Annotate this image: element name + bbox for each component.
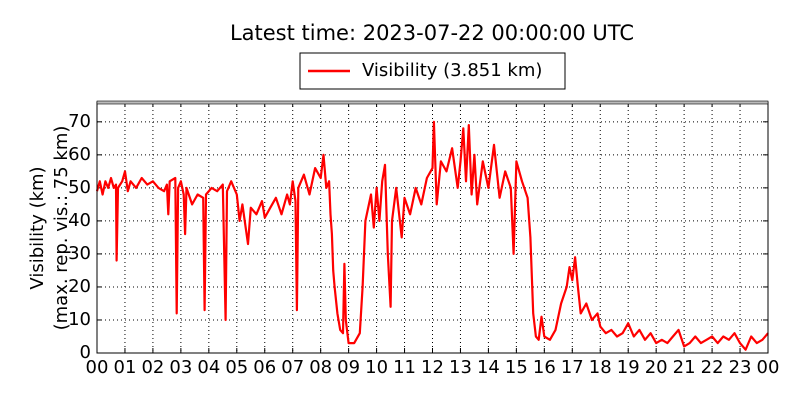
x-tick-label: 19: [617, 357, 640, 378]
y-tick-label: 30: [68, 243, 91, 264]
x-tick-label: 21: [673, 357, 696, 378]
x-tick-label: 11: [393, 357, 416, 378]
x-tick-label: 06: [253, 357, 276, 378]
x-tick-label: 00: [757, 357, 780, 378]
y-tick-label: 60: [68, 144, 91, 165]
x-tick-label: 07: [281, 357, 304, 378]
y-tick-label: 10: [68, 309, 91, 330]
x-tick-label: 14: [477, 357, 500, 378]
top-band: [96, 100, 769, 105]
chart-title: Latest time: 2023-07-22 00:00:00 UTC: [230, 21, 634, 45]
x-tick-label: 00: [86, 357, 109, 378]
y-tick-label: 50: [68, 177, 91, 198]
x-tick-label: 10: [365, 357, 388, 378]
x-tick-label: 17: [561, 357, 584, 378]
y-tick-label: 20: [68, 276, 91, 297]
x-tick-label: 02: [141, 357, 164, 378]
x-tick-label: 16: [533, 357, 556, 378]
x-tick-label: 13: [449, 357, 472, 378]
y-label-line: (max. rep. vis.: 75 km): [51, 126, 72, 331]
y-axis-label: Visibility (km) (max. rep. vis.: 75 km): [27, 126, 72, 331]
x-tick-label: 18: [589, 357, 612, 378]
x-tick-label: 15: [505, 357, 528, 378]
x-tick-label: 22: [701, 357, 724, 378]
y-tick-label: 0: [80, 342, 91, 363]
x-tick-label: 04: [197, 357, 220, 378]
x-tick-label: 12: [421, 357, 444, 378]
y-label-line: Visibility (km): [27, 166, 48, 289]
x-tick-label: 01: [114, 357, 137, 378]
x-tick-label: 09: [337, 357, 360, 378]
x-tick-label: 23: [729, 357, 752, 378]
y-tick-label: 40: [68, 210, 91, 231]
x-tick-label: 08: [309, 357, 332, 378]
data-line: [95, 120, 769, 351]
x-tick-label: 05: [225, 357, 248, 378]
x-tick-label: 03: [169, 357, 192, 378]
y-tick-label: 70: [68, 111, 91, 132]
legend-label: Visibility (3.851 km): [362, 60, 542, 81]
x-tick-label: 20: [645, 357, 668, 378]
